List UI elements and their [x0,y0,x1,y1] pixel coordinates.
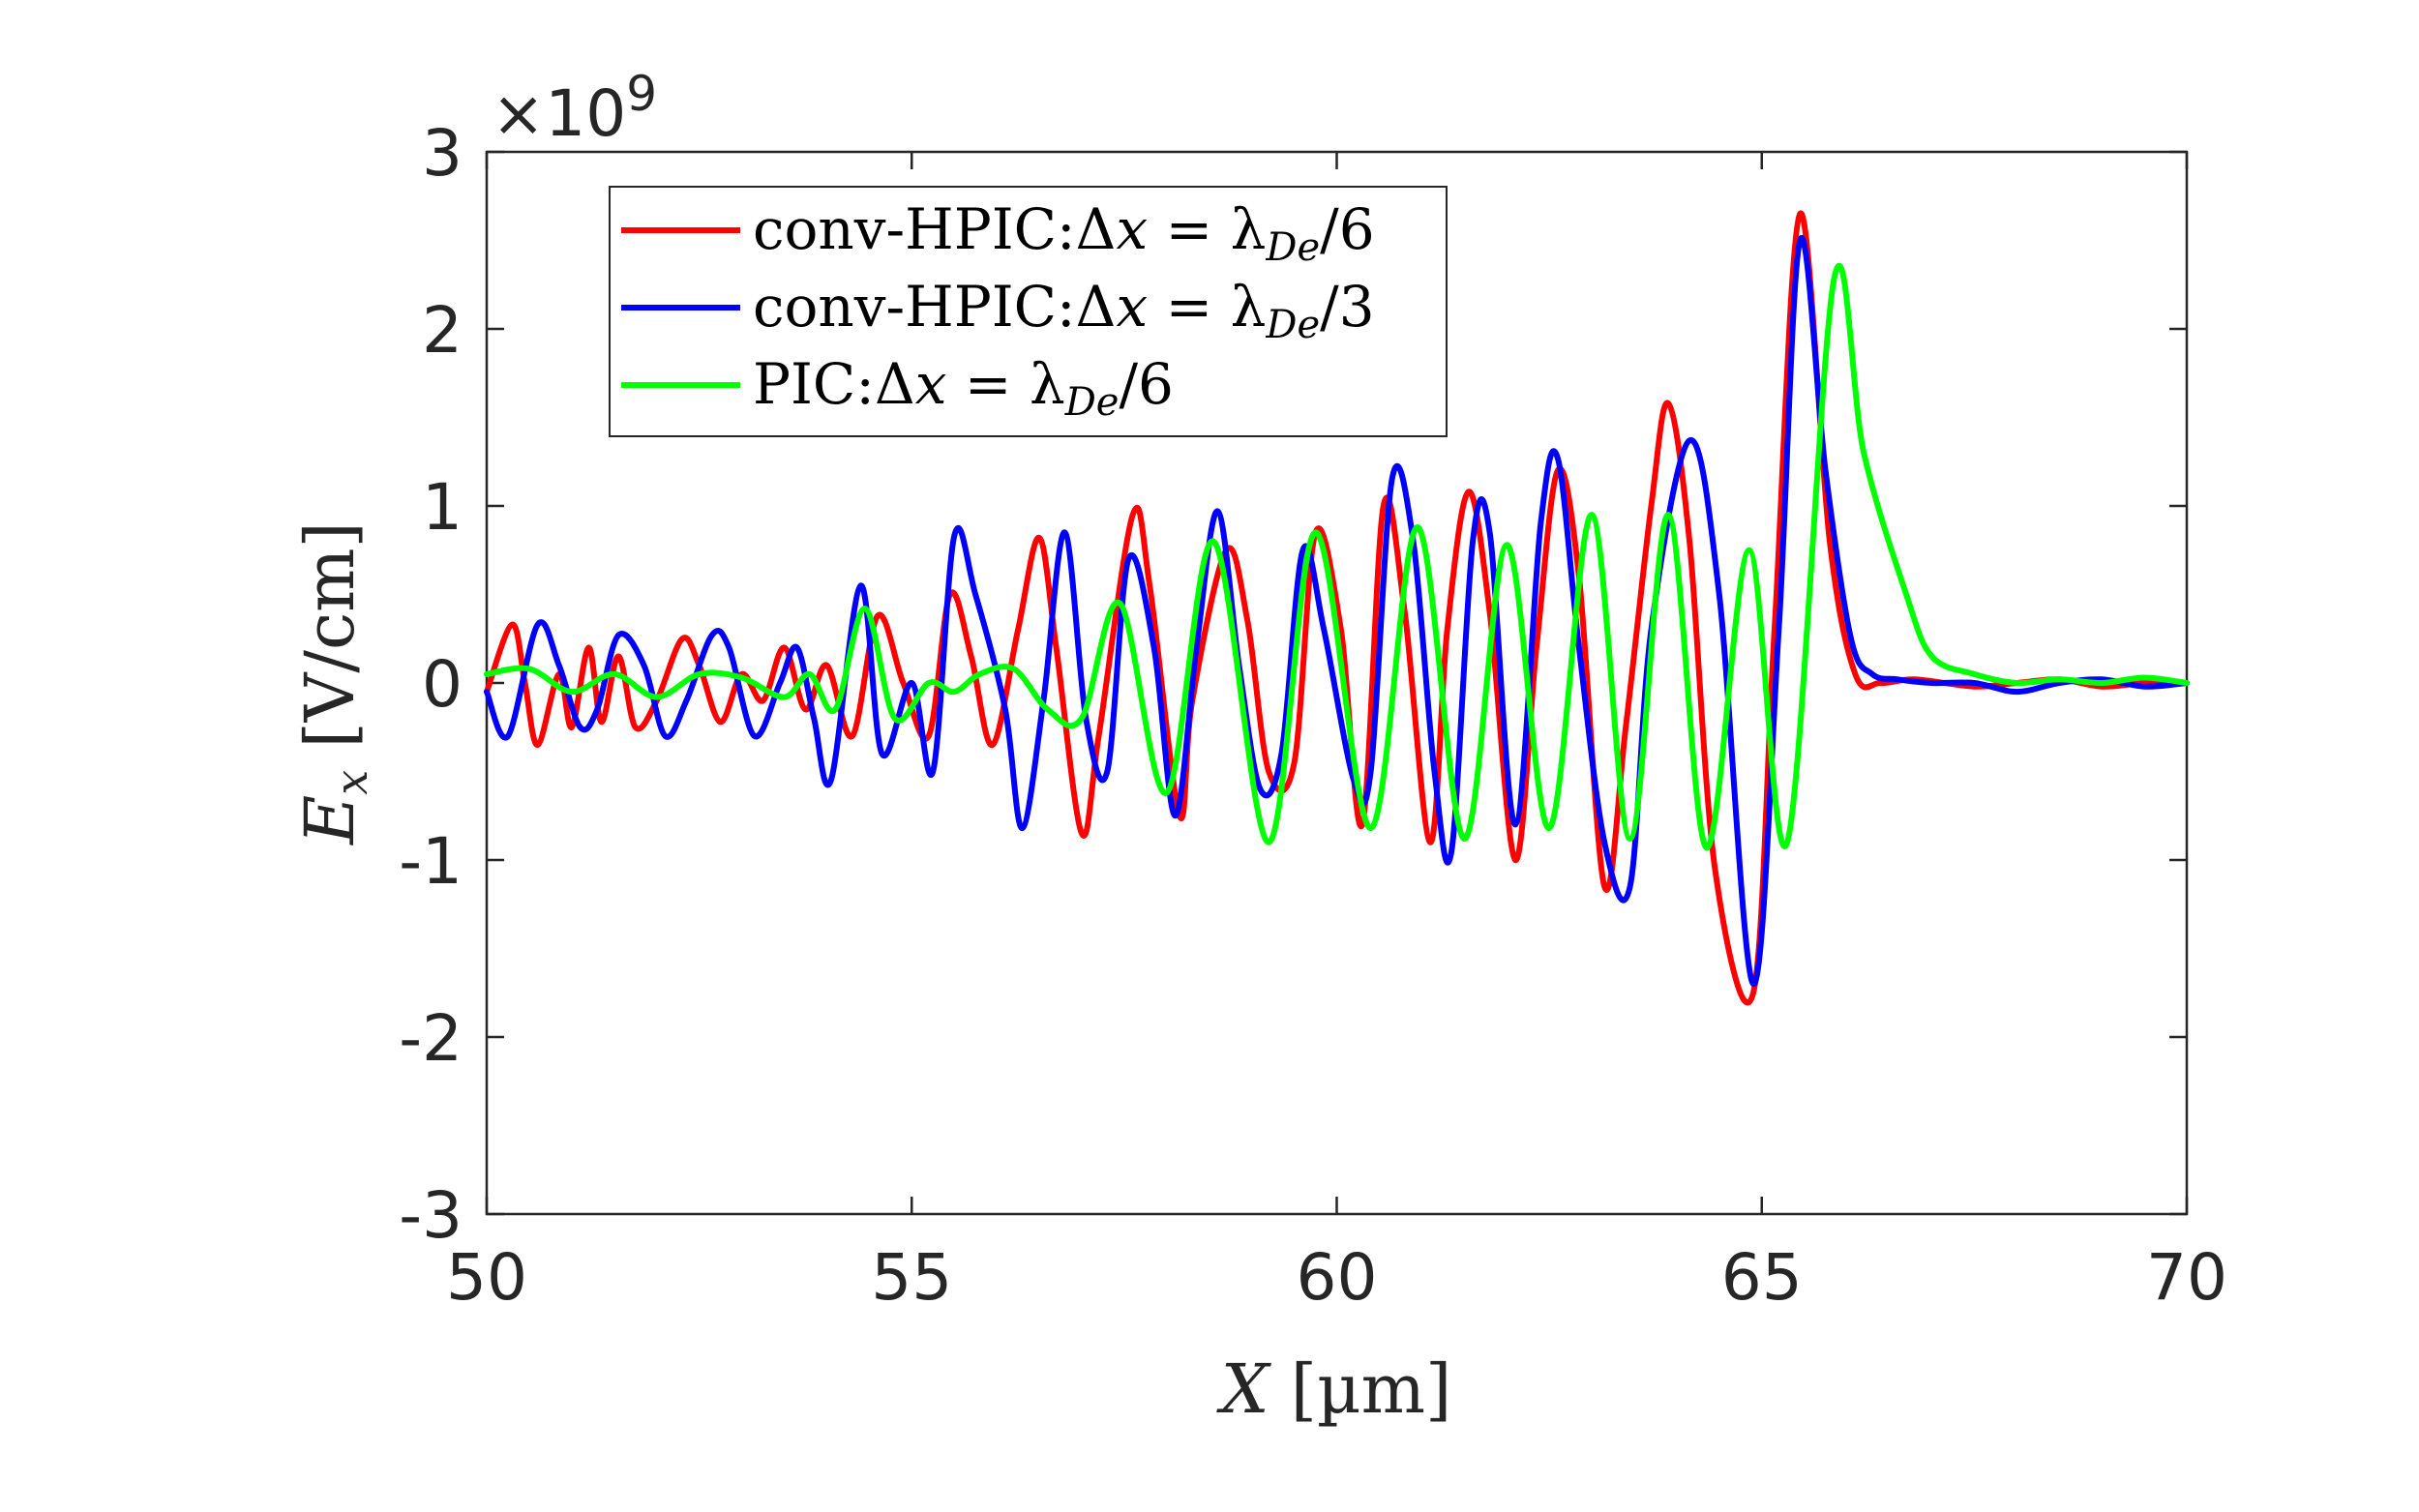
y-tick-label: -2 [399,1001,463,1076]
legend-label-2: conv-HPIC:Δx = λDe/3 [753,274,1375,347]
y-axis-multiplier: ×109 [492,66,657,151]
y-axis-label: Ex [V/cm] [290,521,377,846]
series-line-3 [484,263,2190,851]
series-line-1 [484,210,2190,1006]
x-tick-label: 60 [1297,1240,1378,1315]
y-tick-label: -1 [399,824,463,899]
y-tick-label: 0 [422,647,463,722]
x-tick-label: 50 [446,1240,527,1315]
legend-box [609,186,1448,437]
y-tick-label: 2 [422,293,463,368]
legend-label-1: conv-HPIC:Δx = λDe/6 [753,196,1375,270]
series-line-2 [484,234,2190,988]
x-tick-label: 65 [1721,1240,1803,1315]
x-axis-ticks: 50 55 60 65 70 [446,152,2227,1315]
x-tick-label: 70 [2146,1240,2227,1315]
y-axis-ticks: -3 -2 -1 0 1 2 3 [399,116,2187,1253]
y-tick-label: 3 [422,116,463,191]
series-layer [484,210,2190,1006]
x-axis-label: X [µm] [1216,1349,1452,1429]
y-tick-label: 1 [422,470,463,545]
x-tick-label: 55 [871,1240,952,1315]
y-tick-label: -3 [399,1178,463,1253]
legend-label-3: PIC:Δx = λDe/6 [753,351,1174,425]
